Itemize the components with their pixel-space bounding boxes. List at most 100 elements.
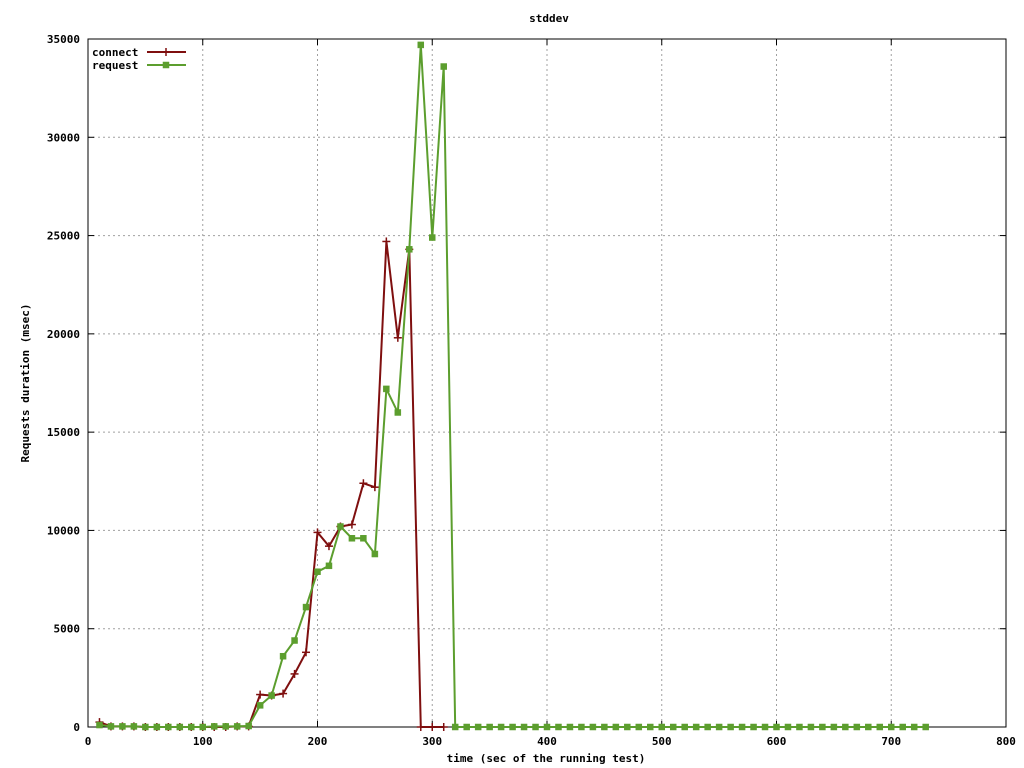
request-point: [188, 723, 195, 731]
legend-marker-connect: [162, 48, 170, 56]
request-point: [578, 723, 585, 731]
request-point: [865, 723, 872, 731]
connect-point: [439, 723, 448, 731]
connect-point: [428, 723, 437, 731]
x-tick-label: 600: [767, 735, 787, 748]
request-point: [509, 723, 516, 731]
x-tick-label: 800: [996, 735, 1016, 748]
request-point: [647, 723, 654, 731]
request-point: [589, 723, 597, 731]
request-point: [658, 723, 665, 731]
request-point: [727, 723, 734, 731]
request-point: [451, 723, 459, 731]
request-point: [520, 723, 528, 731]
request-point: [681, 723, 688, 731]
connect-point: [393, 333, 402, 342]
connect-point: [313, 528, 322, 537]
request-point: [784, 723, 792, 731]
y-tick-label: 10000: [47, 524, 80, 537]
request-point: [107, 723, 115, 730]
request-point: [302, 603, 310, 611]
connect-point: [382, 237, 391, 246]
request-point: [256, 702, 264, 709]
request-point: [325, 562, 333, 570]
request-point: [337, 523, 344, 530]
connect-point: [279, 689, 288, 698]
request-point: [291, 637, 298, 644]
request-point: [199, 723, 206, 731]
request-point: [153, 723, 161, 731]
request-point: [210, 723, 218, 730]
request-point: [543, 723, 551, 731]
request-point: [233, 723, 241, 730]
request-point: [635, 723, 643, 731]
request-point: [853, 723, 861, 731]
request-point: [704, 723, 711, 731]
request-point: [142, 723, 149, 731]
request-point: [715, 723, 723, 731]
request-point: [761, 723, 769, 731]
request-point: [474, 723, 482, 731]
request-point: [819, 723, 826, 731]
series-group: [95, 41, 929, 731]
y-axis-label: Requests duration (msec): [19, 304, 32, 463]
x-tick-label: 700: [881, 735, 901, 748]
y-tick-label: 30000: [47, 131, 80, 144]
connect-point: [302, 648, 311, 657]
request-point: [463, 723, 470, 731]
request-point: [910, 723, 918, 731]
chart-title: stddev: [529, 12, 569, 25]
request-point: [176, 723, 184, 731]
x-tick-label: 100: [193, 735, 213, 748]
request-point: [842, 723, 849, 731]
y-tick-label: 35000: [47, 33, 80, 46]
request-point: [532, 723, 539, 731]
request-point: [807, 723, 815, 731]
request-point: [876, 723, 884, 731]
connect-point: [359, 479, 368, 488]
request-point: [486, 723, 493, 731]
request-point: [612, 723, 620, 731]
request-point: [279, 652, 287, 660]
request-point: [830, 723, 838, 731]
request-point: [922, 723, 929, 731]
request-point: [497, 723, 505, 731]
y-tick-label: 25000: [47, 230, 80, 243]
x-tick-label: 200: [308, 735, 328, 748]
connect-point: [370, 483, 379, 492]
request-point: [669, 723, 677, 731]
x-tick-label: 500: [652, 735, 672, 748]
request-point: [371, 550, 379, 558]
request-point: [601, 723, 608, 731]
request-point: [222, 723, 229, 730]
request-point: [268, 692, 275, 699]
x-axis-label: time (sec of the running test): [447, 752, 646, 765]
grid: [88, 39, 1006, 727]
request-point: [692, 723, 700, 731]
request-point: [738, 723, 746, 731]
connect-point: [324, 542, 333, 551]
y-tick-label: 5000: [54, 623, 81, 636]
request-point: [383, 385, 390, 393]
request-point: [245, 722, 252, 730]
connect-point: [347, 520, 356, 529]
x-tick-label: 300: [422, 735, 442, 748]
request-point: [773, 723, 780, 731]
connect-point: [290, 669, 299, 678]
connect-point: [416, 723, 425, 731]
x-tick-label: 0: [85, 735, 92, 748]
request-point: [406, 246, 413, 253]
request-point: [899, 723, 906, 731]
request-point: [119, 723, 126, 730]
axis-ticks: 0 100 200 300 400 500 600 700 800 0 5000 10000 15000…: [47, 33, 1016, 748]
request-point: [314, 568, 321, 575]
legend-label-connect: connect: [92, 46, 138, 59]
request-point: [888, 723, 895, 731]
request-point: [429, 234, 436, 241]
y-tick-label: 15000: [47, 426, 80, 439]
request-point: [440, 63, 447, 70]
request-point: [165, 723, 172, 731]
request-point: [417, 41, 425, 49]
